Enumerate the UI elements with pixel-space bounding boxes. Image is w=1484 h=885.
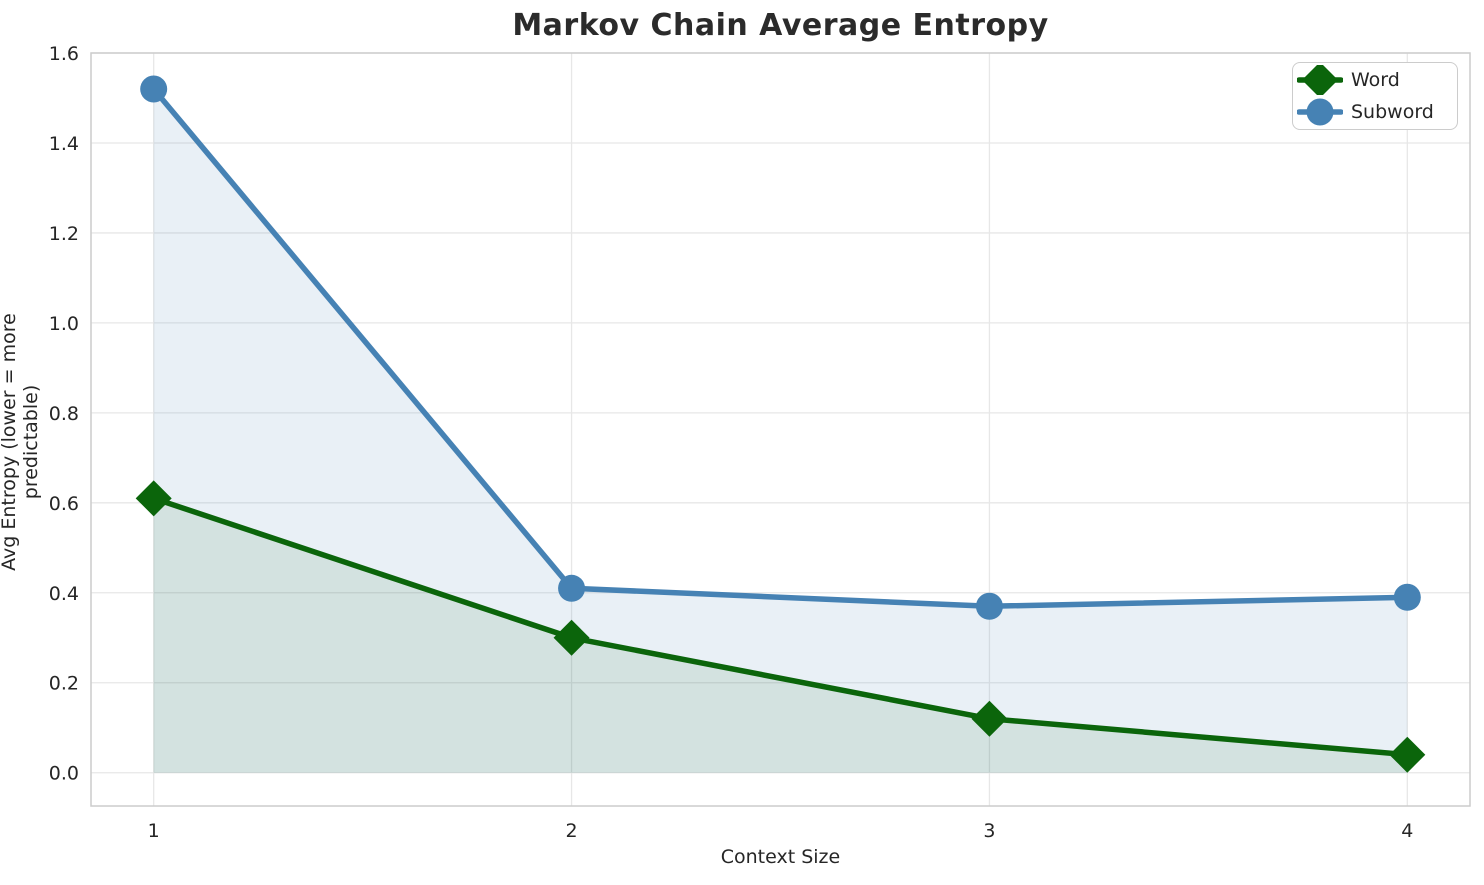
y-tick-label: 1.4: [49, 133, 79, 155]
y-tick-label: 0.6: [49, 493, 79, 515]
y-tick-label: 0.0: [49, 763, 79, 785]
word-area-fill: [153, 498, 1408, 773]
subword-marker: [1393, 583, 1421, 611]
y-tick-label: 0.4: [49, 583, 79, 605]
word-marker: [135, 480, 172, 517]
y-tick-label: 0.8: [49, 403, 79, 425]
legend-label-subword: Subword: [1351, 101, 1434, 123]
legend-label-word: Word: [1351, 69, 1400, 91]
word-legend-sample: [1297, 65, 1343, 95]
y-axis-label: Avg Entropy (lower = more predictable): [0, 313, 42, 571]
x-tick-label: 4: [1401, 820, 1413, 842]
subword-marker: [558, 574, 586, 602]
y-tick-label: 0.2: [49, 673, 79, 695]
word-line: [150, 495, 1411, 758]
word-legend-marker: [1302, 65, 1338, 95]
subword-legend-sample: [1297, 98, 1343, 126]
word-marker: [553, 619, 590, 656]
x-tick-label: 1: [148, 820, 160, 842]
y-tick-label: 1.2: [49, 223, 79, 245]
y-tick-label: 1.0: [49, 313, 79, 335]
subword-area-fill: [153, 88, 1408, 773]
subword-marker: [140, 75, 168, 103]
x-tick-label: 3: [983, 820, 995, 842]
chart-title: Markov Chain Average Entropy: [512, 8, 1049, 43]
axes-frame: [90, 52, 1471, 807]
legend-item-word: Word: [1297, 65, 1449, 95]
word-marker: [971, 700, 1008, 737]
x-tick-label: 2: [566, 820, 578, 842]
legend-item-subword: Subword: [1297, 97, 1449, 127]
y-tick-label: 1.6: [49, 43, 79, 65]
subword-legend-marker: [1306, 98, 1334, 126]
legend: Word Subword: [1292, 62, 1458, 130]
word-marker: [1389, 736, 1426, 773]
x-axis-label: Context Size: [720, 846, 841, 868]
subword-marker: [975, 592, 1003, 620]
subword-line: [150, 86, 1411, 610]
